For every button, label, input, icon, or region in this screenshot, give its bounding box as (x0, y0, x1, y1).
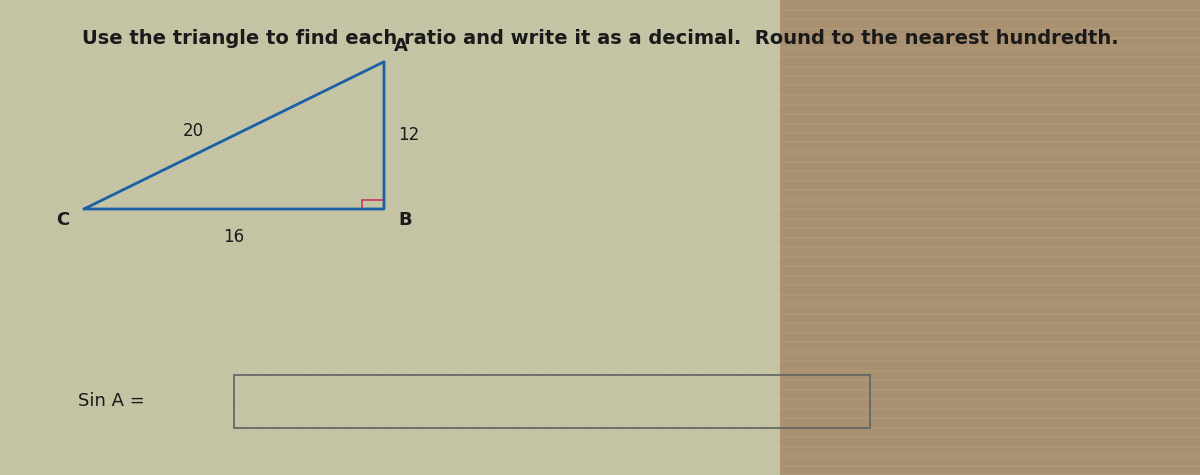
Bar (234, 375, 870, 428)
Bar (0, 0, 780, 475)
Text: 12: 12 (398, 126, 420, 144)
Text: Sin A =: Sin A = (78, 392, 145, 410)
Text: 16: 16 (223, 228, 245, 246)
Text: C: C (56, 211, 70, 229)
Text: 20: 20 (182, 122, 204, 140)
Text: Use the triangle to find each ratio and write it as a decimal.  Round to the nea: Use the triangle to find each ratio and … (82, 28, 1118, 48)
Text: A: A (394, 37, 408, 55)
Bar (362, 200, 384, 209)
Bar (780, 0, 1200, 475)
Text: B: B (398, 211, 412, 229)
